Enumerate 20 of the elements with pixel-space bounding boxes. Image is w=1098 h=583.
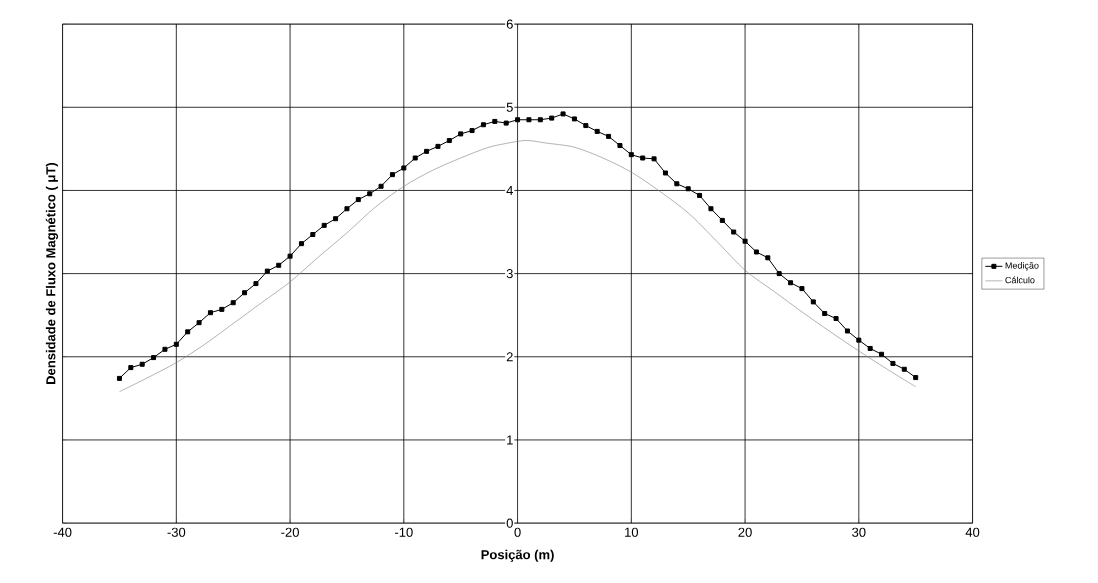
y-tick-label: 2 — [506, 352, 513, 362]
y-tick-label: 4 — [506, 185, 513, 195]
x-tick-label: -10 — [395, 527, 413, 537]
x-tick-label: -20 — [281, 527, 299, 537]
x-axis-title: Posição (m) — [481, 549, 554, 562]
x-tick-label: 30 — [852, 527, 866, 537]
y-tick-label: 3 — [506, 269, 513, 279]
x-tick-label: 10 — [625, 527, 639, 537]
x-tick-label: 40 — [965, 527, 980, 537]
legend-label: Medição — [1005, 262, 1039, 271]
x-tick-label: -30 — [167, 527, 186, 537]
y-tick-label: 5 — [506, 102, 513, 112]
y-tick-label: 1 — [507, 435, 513, 445]
y-axis-title: Densidade de Fluxo Magnético ( μT) — [45, 163, 59, 384]
y-tick-label: 6 — [506, 19, 513, 29]
x-tick-label: -40 — [53, 527, 72, 537]
legend-label: Cálculo — [1005, 276, 1035, 284]
x-tick-label: 0 — [514, 527, 521, 537]
x-tick-label: 20 — [738, 527, 752, 537]
y-tick-label: 0 — [506, 518, 513, 528]
